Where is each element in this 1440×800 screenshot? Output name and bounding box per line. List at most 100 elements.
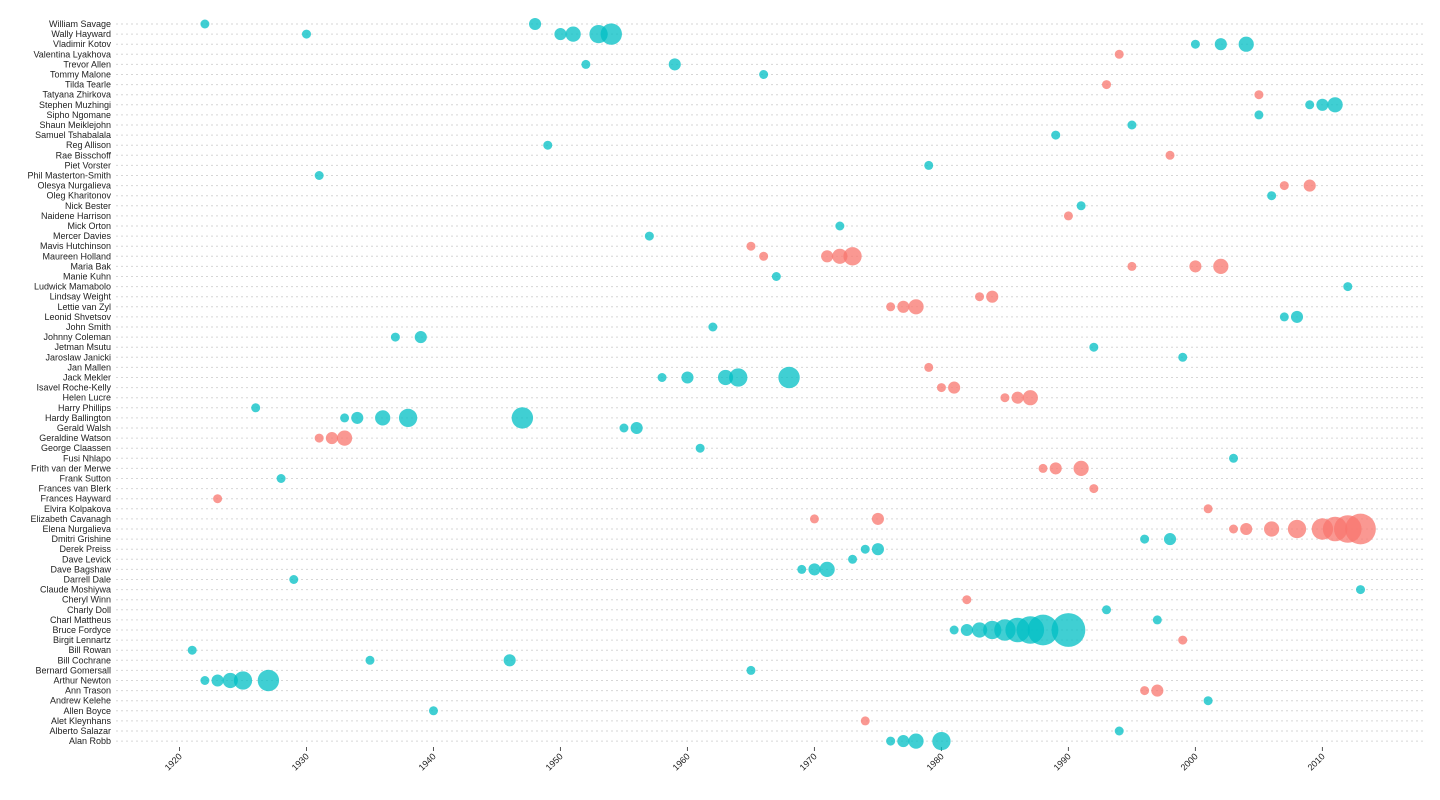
- data-point: [771, 272, 781, 281]
- data-point: [960, 623, 973, 637]
- runner-name-label: Wally Hayward: [51, 29, 111, 39]
- data-point: [1027, 614, 1059, 646]
- data-point: [908, 733, 924, 749]
- x-tick-label: 1980: [925, 751, 946, 772]
- data-point: [897, 300, 910, 313]
- data-point: [936, 383, 946, 393]
- data-point: [1345, 513, 1376, 545]
- data-point: [975, 292, 985, 302]
- data-point: [1254, 110, 1264, 120]
- data-point: [681, 371, 694, 384]
- runner-name-label: Frances Hayward: [40, 494, 111, 504]
- data-point: [1114, 726, 1124, 736]
- x-tick-label: 1950: [544, 751, 565, 772]
- data-point: [932, 731, 951, 751]
- runner-name-label: Jan Mallen: [67, 362, 111, 372]
- data-point: [257, 669, 280, 692]
- data-point: [644, 231, 654, 241]
- data-point: [565, 26, 581, 42]
- data-point: [1305, 100, 1315, 110]
- data-point: [924, 362, 934, 372]
- data-point: [1356, 585, 1366, 595]
- data-point: [314, 433, 324, 443]
- runner-name-label: Lettie van Zyl: [57, 302, 111, 312]
- x-tick-label: 2010: [1306, 751, 1327, 772]
- data-point: [1163, 533, 1177, 546]
- runner-name-label: Maureen Holland: [42, 251, 111, 261]
- runner-name-label: Charly Doll: [67, 605, 111, 615]
- data-point: [1203, 696, 1213, 706]
- runner-name-label: William Savage: [49, 19, 111, 29]
- data-point: [1316, 98, 1329, 111]
- data-point: [759, 70, 769, 79]
- data-point: [729, 368, 748, 387]
- runner-name-label: Arthur Newton: [53, 676, 111, 686]
- data-point: [1240, 522, 1253, 536]
- data-point: [832, 248, 848, 264]
- x-tick-label: 1930: [290, 751, 311, 772]
- data-point: [1327, 97, 1343, 113]
- runner-name-label: Dave Bagshaw: [50, 564, 111, 574]
- data-point: [908, 299, 924, 315]
- data-point: [1165, 150, 1175, 160]
- data-point: [949, 625, 959, 635]
- runner-name-label: Birgit Lennartz: [53, 635, 112, 645]
- data-point: [759, 251, 769, 261]
- runner-name-label: Mavis Hutchinson: [40, 241, 111, 251]
- runner-name-label: Frank Sutton: [59, 474, 111, 484]
- data-point: [808, 563, 821, 576]
- data-point: [1290, 310, 1304, 323]
- runner-name-label: Elena Nurgalieva: [42, 524, 111, 534]
- data-point: [1264, 521, 1280, 537]
- runner-name-label: Dmitri Grishine: [51, 534, 111, 544]
- runner-name-label: Stephen Muzhingi: [39, 100, 111, 110]
- runner-name-label: Naidene Harrison: [41, 211, 111, 221]
- data-point: [1267, 191, 1277, 201]
- data-point: [301, 29, 311, 39]
- data-point: [200, 19, 210, 29]
- runner-name-label: Tilda Tearle: [65, 80, 111, 90]
- runner-name-label: Lindsay Weight: [50, 292, 112, 302]
- runner-name-label: Isavel Roche-Kelly: [36, 383, 111, 393]
- data-point: [222, 672, 238, 689]
- data-point: [860, 716, 870, 726]
- data-point: [340, 413, 350, 423]
- data-point: [503, 654, 516, 667]
- grid-lines: [116, 23, 1424, 742]
- data-point: [600, 23, 622, 45]
- runner-name-label: Dave Levick: [62, 554, 112, 564]
- runner-name-label: Manie Kuhn: [63, 272, 111, 282]
- data-point: [233, 671, 253, 690]
- runner-name-label: Elizabeth Cavanagh: [30, 514, 111, 524]
- runner-name-label: Darrell Dale: [63, 575, 111, 585]
- runner-name-label: Charl Mattheus: [50, 615, 112, 625]
- runner-name-label: Gerald Walsh: [57, 423, 111, 433]
- data-point: [948, 381, 961, 394]
- runner-name-label: Bruce Fordyce: [52, 625, 111, 635]
- data-point: [1011, 391, 1024, 404]
- runner-name-label: Ann Trason: [65, 686, 111, 696]
- data-point: [428, 706, 438, 716]
- data-point: [1213, 258, 1229, 274]
- x-tick-label: 1960: [671, 751, 692, 772]
- runner-name-label: Jack Mekler: [63, 373, 111, 383]
- data-point: [1102, 80, 1112, 90]
- data-point: [251, 403, 261, 413]
- data-point: [819, 561, 835, 578]
- data-point: [746, 241, 756, 251]
- data-point: [897, 735, 910, 748]
- runner-name-label: Piet Vorster: [64, 160, 111, 170]
- runner-name-label: Andrew Kelehe: [50, 696, 111, 706]
- runner-name-label: Jaroslaw Janicki: [45, 352, 111, 362]
- runner-name-label: Claude Moshiywa: [40, 585, 111, 595]
- runner-name-label: Frith van der Merwe: [31, 463, 111, 473]
- runner-name-label: Cheryl Winn: [62, 595, 111, 605]
- data-point: [746, 665, 756, 675]
- data-point: [848, 554, 858, 564]
- data-point: [962, 595, 972, 605]
- runner-name-label: John Smith: [66, 322, 111, 332]
- data-point: [581, 59, 591, 69]
- runner-name-label: Ludwick Mamabolo: [34, 282, 111, 292]
- runner-name-label: Valentina Lyakhova: [33, 49, 111, 59]
